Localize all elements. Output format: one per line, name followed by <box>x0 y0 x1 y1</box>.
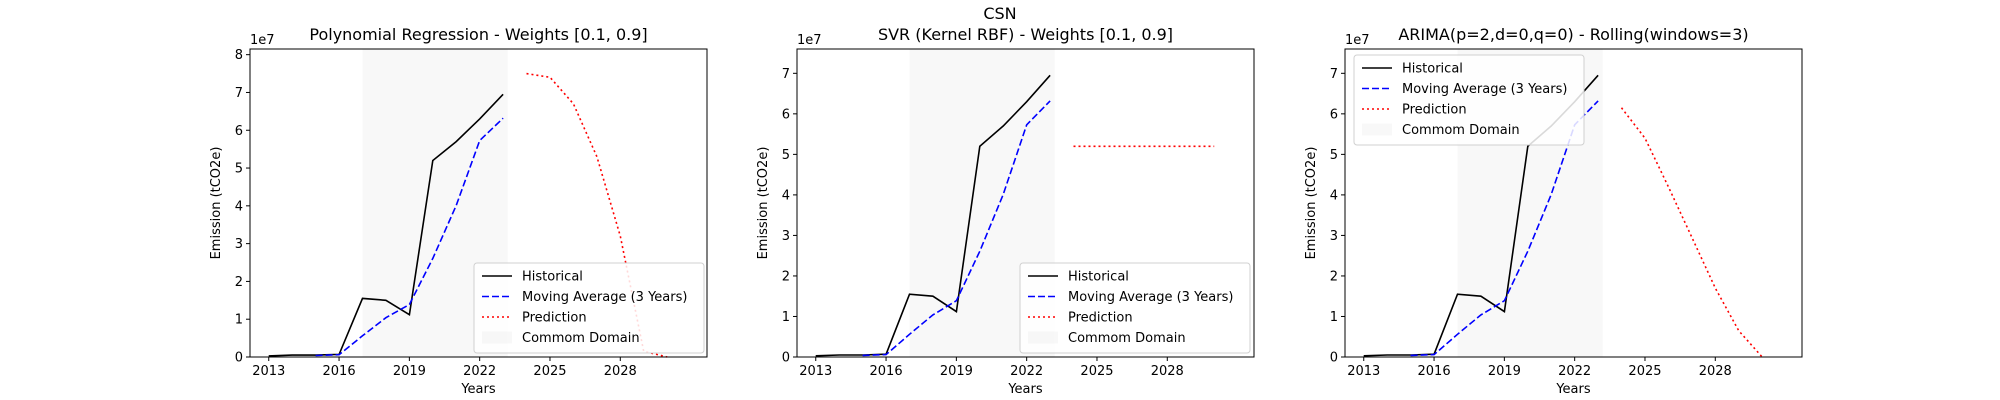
legend: Historical Moving Average (3 Years) Predic… <box>473 262 705 354</box>
plot-frame <box>796 48 1255 358</box>
y-tick-label: 1 <box>782 310 790 325</box>
y-tick-label: 6 <box>235 124 243 139</box>
y-tick-label: 2 <box>1330 269 1338 284</box>
y-tick-label: 0 <box>782 351 790 366</box>
y-tick-label: 1 <box>235 313 243 328</box>
legend-entry: Historical <box>1068 270 1129 285</box>
series-line-historical <box>268 93 504 357</box>
x-tick-label: 2022 <box>1010 364 1043 379</box>
legend-swatch-band <box>1028 331 1058 344</box>
x-tick-label: 2025 <box>1628 364 1661 379</box>
y-tick-label: 2 <box>235 275 243 290</box>
x-tick-label: 2013 <box>1347 364 1380 379</box>
legend-swatch-band <box>1362 123 1392 136</box>
series-line-moving-average-3-years <box>862 100 1051 357</box>
legend-entry: Prediction <box>1402 103 1467 118</box>
chart-title: SVR (Kernel RBF) - Weights [0.1, 0.9] <box>878 25 1173 44</box>
legend-swatch-band <box>482 331 512 344</box>
legend-entry: Moving Average (3 Years) <box>522 290 687 305</box>
plot-frame <box>1344 48 1803 358</box>
x-axis-label: Years <box>1555 382 1591 397</box>
legend-entry: Historical <box>522 270 583 285</box>
legend-entry: Commom Domain <box>1402 123 1520 138</box>
x-axis-label: Years <box>1007 382 1043 397</box>
x-tick-label: 2028 <box>604 364 637 379</box>
chart-panel-2: 2013 2016 2019 2022 2025 2028 0 1 2 3 4 5 6 7 1e7 SVR (… <box>756 25 1255 397</box>
y-tick-label: 7 <box>782 67 790 82</box>
x-tick-label: 2028 <box>1699 364 1732 379</box>
figure-suptitle: CSN <box>983 4 1016 23</box>
y-axis-label: Emission (tCO2e) <box>756 147 771 260</box>
x-tick-label: 2019 <box>1488 364 1521 379</box>
y-tick-label: 5 <box>1330 148 1338 163</box>
x-tick-label: 2016 <box>1418 364 1451 379</box>
y-tick-label: 3 <box>1330 229 1338 244</box>
series-line-moving-average-3-years <box>1410 100 1599 357</box>
y-tick-label: 4 <box>1330 188 1338 203</box>
x-tick-label: 2016 <box>870 364 903 379</box>
series-line-historical <box>815 74 1051 357</box>
legend: Historical Moving Average (3 Years) Predic… <box>1353 54 1585 146</box>
legend-entry: Prediction <box>1068 311 1133 326</box>
legend-entry: Historical <box>1402 62 1463 77</box>
y-tick-label: 0 <box>235 351 243 366</box>
x-tick-label: 2019 <box>393 364 426 379</box>
y-tick-label: 4 <box>235 199 243 214</box>
legend-entry: Commom Domain <box>1068 331 1186 346</box>
x-tick-label: 2028 <box>1151 364 1184 379</box>
y-offset-text: 1e7 <box>1345 33 1370 48</box>
legend-entry: Commom Domain <box>522 331 640 346</box>
y-offset-text: 1e7 <box>250 33 275 48</box>
x-tick-label: 2016 <box>323 364 356 379</box>
y-tick-label: 3 <box>235 237 243 252</box>
x-axis-label: Years <box>460 382 496 397</box>
y-tick-label: 8 <box>235 48 243 63</box>
x-tick-label: 2022 <box>1558 364 1591 379</box>
plot-frame <box>249 48 708 358</box>
y-tick-label: 6 <box>1330 107 1338 122</box>
x-tick-label: 2025 <box>1080 364 1113 379</box>
y-tick-label: 5 <box>235 162 243 177</box>
chart-panel-1: 2013 2016 2019 2022 2025 2028 0 1 2 3 4 5 6 7 8 1e7 Poly… <box>209 25 708 397</box>
legend-entry: Moving Average (3 Years) <box>1068 290 1233 305</box>
y-offset-text: 1e7 <box>797 33 822 48</box>
y-tick-label: 2 <box>782 269 790 284</box>
y-axis-label: Emission (tCO2e) <box>1304 147 1319 260</box>
x-tick-label: 2019 <box>940 364 973 379</box>
x-tick-label: 2025 <box>533 364 566 379</box>
y-tick-label: 7 <box>1330 67 1338 82</box>
chart-panel-3: 2013 2016 2019 2022 2025 2028 0 1 2 3 4 5 6 7 1e7 ARIMA… <box>1304 25 1803 397</box>
series-line-prediction <box>1620 107 1763 358</box>
legend-frame <box>473 262 705 354</box>
chart-title: Polynomial Regression - Weights [0.1, 0.… <box>309 25 647 44</box>
y-tick-label: 5 <box>782 148 790 163</box>
y-tick-label: 0 <box>1330 351 1338 366</box>
y-tick-label: 3 <box>782 229 790 244</box>
x-tick-label: 2022 <box>463 364 496 379</box>
chart-title: ARIMA(p=2,d=0,q=0) - Rolling(windows=3) <box>1398 25 1748 44</box>
legend-entry: Prediction <box>522 311 587 326</box>
x-tick-label: 2013 <box>799 364 832 379</box>
y-tick-label: 4 <box>782 188 790 203</box>
y-axis-label: Emission (tCO2e) <box>209 147 224 260</box>
legend-entry: Moving Average (3 Years) <box>1402 82 1567 97</box>
legend: Historical Moving Average (3 Years) Predic… <box>1019 262 1251 354</box>
y-tick-label: 7 <box>235 86 243 101</box>
series-line-moving-average-3-years <box>315 117 504 357</box>
x-tick-label: 2013 <box>252 364 285 379</box>
y-tick-label: 6 <box>782 107 790 122</box>
y-tick-label: 1 <box>1330 310 1338 325</box>
legend-frame <box>1353 54 1585 146</box>
legend-frame <box>1019 262 1251 354</box>
